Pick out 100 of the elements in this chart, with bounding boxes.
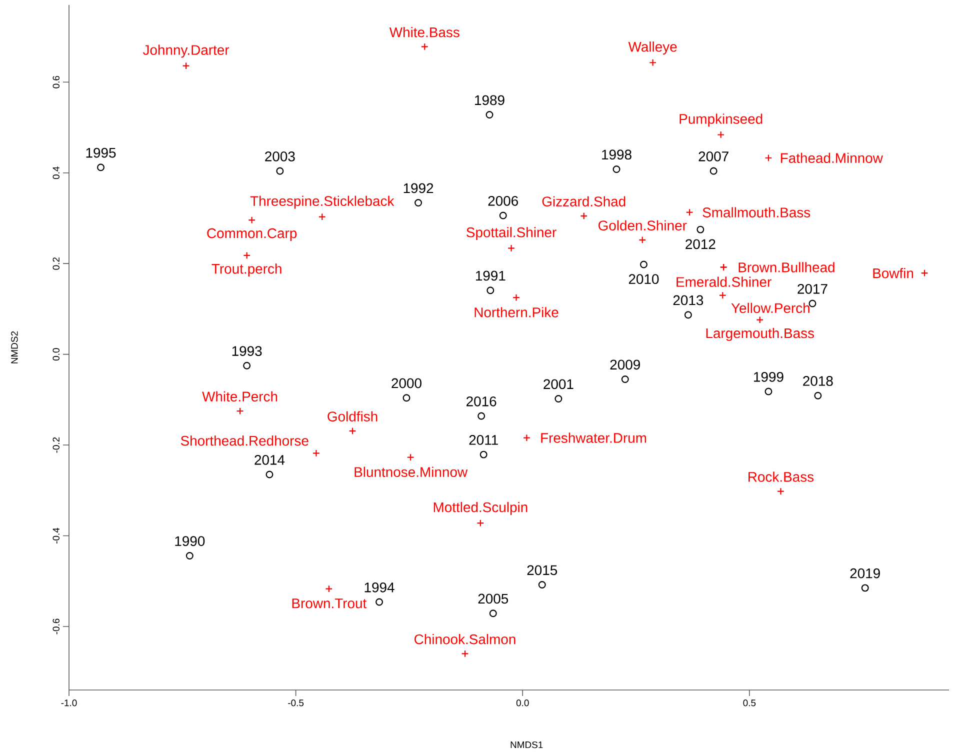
annotation: Goldfish [328,411,378,422]
point [512,294,520,302]
point [243,252,251,260]
annotation: Bowfin [873,268,914,278]
annotation: Northern.Pike [474,307,558,318]
point [686,208,694,216]
point [649,58,657,66]
x-tick-label: -1.0 [61,700,77,706]
annotation: Brown.Trout [292,598,367,608]
annotation: 2005 [478,594,508,604]
annotation: 2018 [803,376,833,386]
point [461,650,469,658]
point [478,412,486,420]
y-tick-label: 0.6 [52,76,60,88]
annotation: Emerald.Shiner [676,276,772,287]
point [756,316,764,324]
point [580,212,588,220]
point [486,286,494,294]
point [480,450,488,458]
annotation: 1990 [175,536,205,546]
point [612,165,620,173]
y-tick-label: 0.2 [52,257,60,270]
annotation: Gizzard.Shad [542,196,626,206]
point [406,454,414,462]
y-tick-label: -0.4 [52,528,60,544]
annotation: Chinook.Salmon [414,634,516,644]
annotation: Bluntnose.Minnow [354,466,468,478]
annotation: 1994 [364,582,394,592]
annotation: 2017 [798,284,828,294]
point [348,427,356,435]
point [414,199,422,207]
annotation: Smallmouth.Bass [702,207,810,218]
point [402,394,410,402]
point [186,552,194,560]
point [920,269,928,277]
annotation: Shorthead.Redhorse [180,435,308,446]
y-axis-title: NMDS2 [11,331,18,364]
annotation: 1995 [86,148,116,158]
point [312,449,320,457]
point [554,395,562,402]
point [508,244,516,252]
x-axis-title: NMDS1 [510,741,543,748]
annotation: 1999 [754,372,784,382]
annotation: Largemouth.Bass [706,328,814,341]
point [522,434,530,442]
annotation: 2011 [469,435,498,445]
point [684,311,692,319]
point [638,236,646,244]
point [236,407,244,415]
point [718,292,726,300]
y-tick-label: 0.0 [52,348,60,361]
point [376,598,384,606]
point [276,167,284,175]
annotation: Johnny.Darter [142,44,230,58]
point [710,167,718,175]
annotation: Common.Carp [207,228,297,241]
annotation: Golden.Shiner [598,220,687,231]
point [420,42,428,50]
point [717,131,725,138]
point [808,300,816,308]
annotation: 2015 [527,565,558,576]
point [476,519,484,527]
annotation: White.Bass [389,27,460,38]
annotation: Spottail.Shiner [466,227,556,240]
point [776,488,784,496]
annotation: 2006 [488,196,518,206]
point [325,585,333,593]
point [486,111,494,119]
annotation: 2019 [850,568,880,578]
annotation: Fathead.Minnow [780,152,883,164]
point [182,62,190,70]
y-tick-label: -0.6 [52,618,60,634]
annotation: Mottled.Sculpin [434,502,528,515]
x-tick-label: 0.5 [743,700,756,706]
annotation: 2001 [544,379,574,390]
annotation: 2007 [698,151,728,162]
annotation: Threespine.Stickleback [250,196,394,209]
point [861,584,869,592]
annotation: Trout.perch [212,264,282,277]
point [489,610,497,618]
x-tick-label: 0.0 [516,700,529,706]
annotation: 1989 [475,95,504,106]
annotation: Brown.Bullhead [738,262,834,272]
point [814,392,822,400]
annotation: 1993 [232,346,262,356]
point [318,213,326,221]
annotation: 1991 [476,270,506,281]
point [538,581,546,588]
annotation: Freshwater.Drum [541,432,646,443]
annotation: Yellow.Perch [731,302,810,314]
point [696,226,704,234]
point [764,154,772,162]
annotation: 2010 [628,274,659,284]
annotation: 2009 [610,360,640,370]
point [97,164,104,172]
annotation: White.Perch [202,391,278,402]
point [640,260,648,268]
annotation: 2012 [686,239,716,250]
y-tick-label: -0.2 [52,437,60,453]
annotation: 1992 [404,183,434,194]
